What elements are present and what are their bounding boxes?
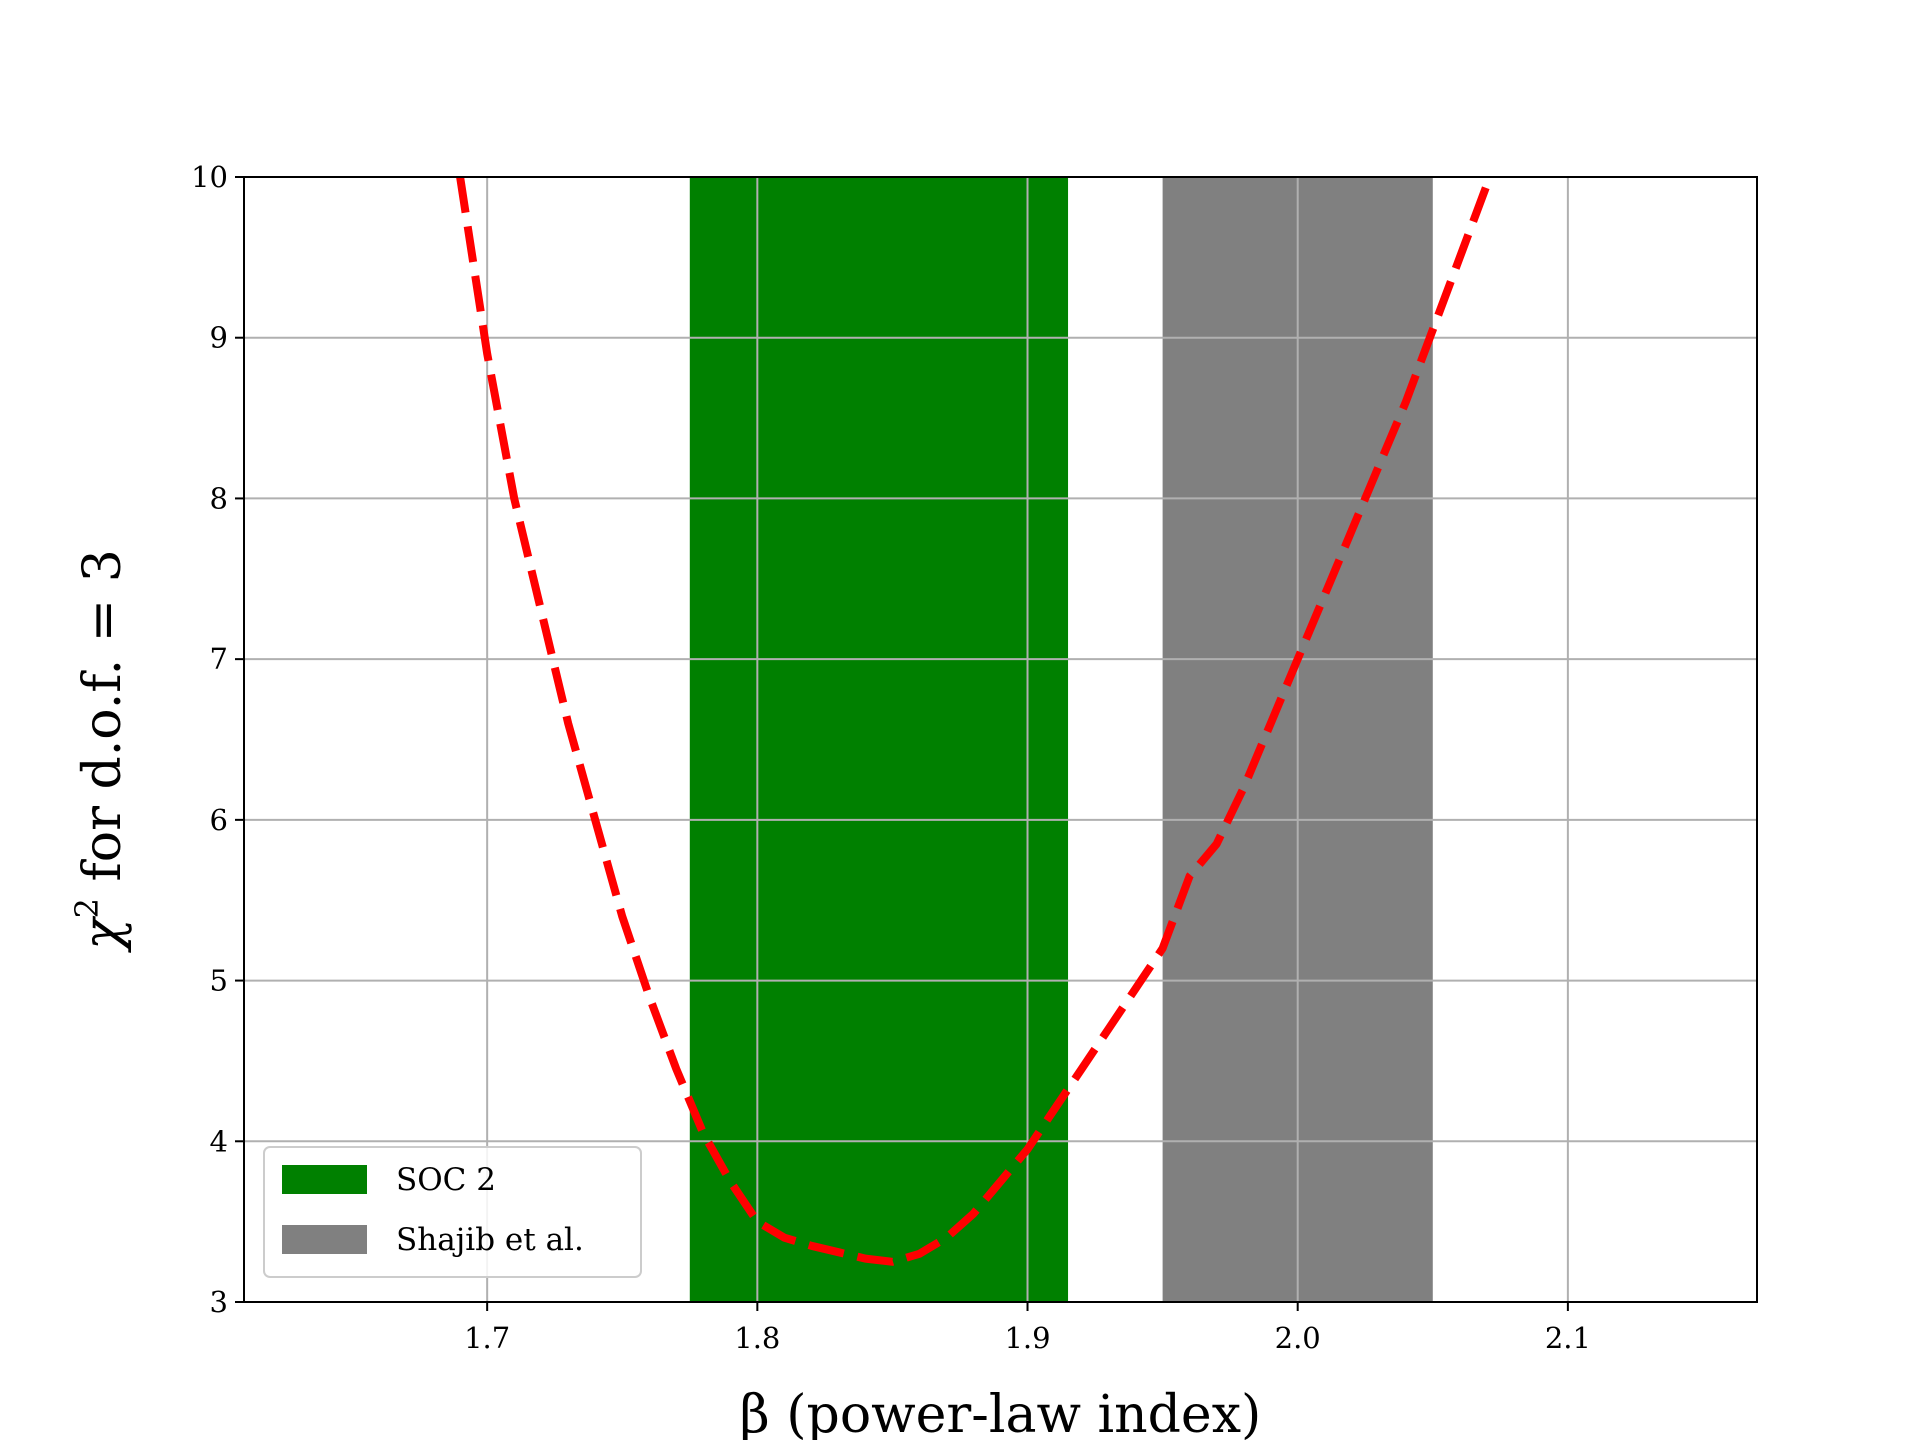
x-tick-label: 1.9 (1004, 1321, 1050, 1355)
y-tick-label: 3 (210, 1285, 228, 1319)
legend-swatch (282, 1165, 367, 1194)
y-axis-title-rest: for d.o.f. = 3 (73, 549, 133, 898)
x-tick-label: 2.1 (1545, 1321, 1591, 1355)
y-axis-title-chi: χ (73, 915, 133, 954)
y-tick-label: 6 (210, 803, 228, 837)
y-tick-label: 5 (210, 964, 228, 998)
x-tick-label: 2.0 (1275, 1321, 1321, 1355)
y-tick-label: 7 (210, 642, 228, 676)
x-axis-title: β (power-law index) (740, 1385, 1262, 1440)
y-tick-label: 10 (191, 160, 228, 194)
x-tick-label: 1.7 (464, 1321, 510, 1355)
legend: SOC 2 Shajib et al. (263, 1146, 642, 1278)
series-layer (456, 176, 1491, 1266)
y-axis-title-superscript: 2 (68, 898, 106, 918)
y-tick-label: 4 (210, 1124, 228, 1158)
legend-label: SOC 2 (396, 1162, 496, 1198)
y-tick-label: 9 (210, 321, 228, 355)
y-axis-title: χ2 for d.o.f. = 3 (68, 549, 133, 954)
bands-layer (689, 177, 1433, 1302)
x-tick-label: 1.8 (734, 1321, 780, 1355)
ticks-layer: 1.7 1.8 1.9 2.0 2.1 3 4 5 6 7 8 9 10 (191, 160, 1591, 1355)
y-tick-label: 8 (210, 481, 228, 515)
band-soc-2 (689, 177, 1069, 1302)
legend-swatch (282, 1225, 367, 1254)
series-line (456, 176, 1491, 1266)
plot-frame (243, 176, 1758, 1303)
grid-layer (244, 176, 1757, 1303)
legend-label: Shajib et al. (396, 1222, 584, 1258)
